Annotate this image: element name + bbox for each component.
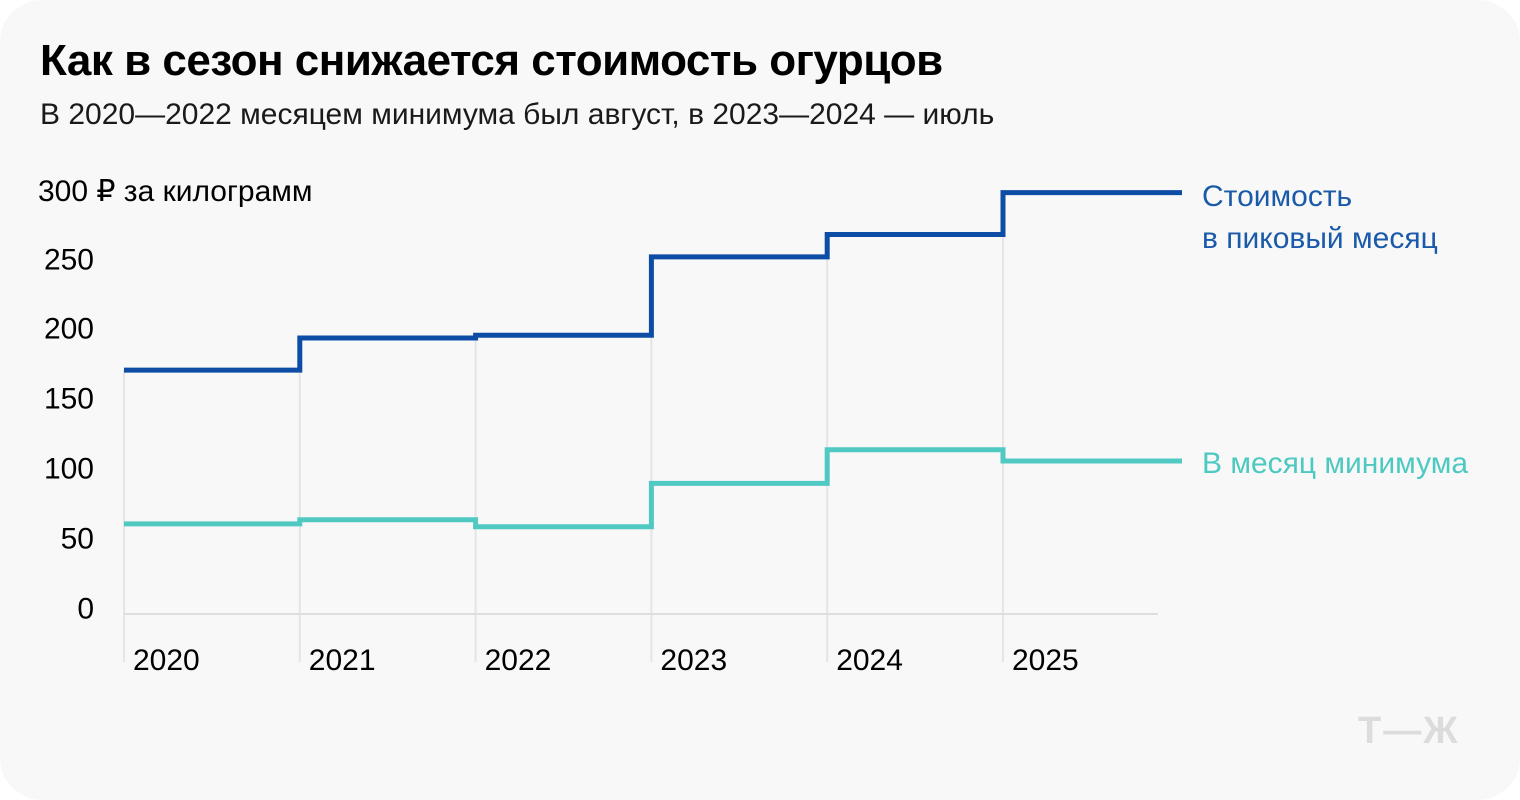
peak-price-step-line xyxy=(124,190,1182,373)
x-year-label: 2021 xyxy=(308,644,376,677)
tj-logo: Т—Ж xyxy=(1358,710,1460,752)
x-year-label: 2024 xyxy=(836,644,903,677)
y-tick-label: 0 xyxy=(77,592,94,626)
legend-peak-line1: Стоимость xyxy=(1202,180,1353,213)
x-year-label: 2023 xyxy=(660,644,728,677)
y-axis-unit-label: 300 ₽ за килограмм xyxy=(38,174,313,208)
legend-peak-label: Стоимость в пиковый месяц xyxy=(1202,176,1438,260)
legend-min-label: В месяц минимума xyxy=(1202,447,1469,480)
y-tick-label: 150 xyxy=(43,382,94,416)
y-tick-label: 50 xyxy=(60,522,94,556)
chart-title: Как в сезон снижается стоимость огурцов xyxy=(40,36,943,85)
chart-subtitle: В 2020—2022 месяцем минимума был август,… xyxy=(40,98,995,131)
min-price-step-line xyxy=(124,447,1182,530)
y-tick-label: 250 xyxy=(43,242,94,276)
y-tick-label: 100 xyxy=(43,452,94,486)
legend-peak-line2: в пиковый месяц xyxy=(1202,222,1438,255)
x-year-label: 2025 xyxy=(1012,644,1079,677)
x-year-label: 2020 xyxy=(133,644,200,677)
y-tick-label: 200 xyxy=(43,312,94,346)
x-year-label: 2022 xyxy=(484,644,552,677)
